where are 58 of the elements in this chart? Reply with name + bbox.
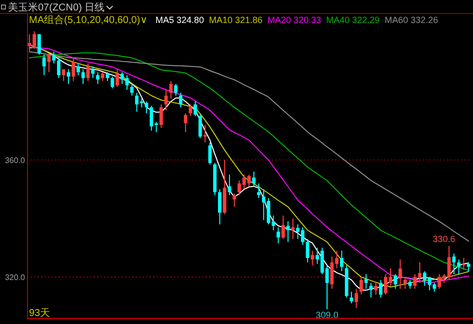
annotation: 330.6 (432, 234, 456, 244)
candlestick (252, 171, 256, 187)
candlestick (184, 112, 188, 133)
chart-title: 美玉米07(ZCN0) 日线 (8, 2, 105, 14)
candlestick (276, 226, 280, 244)
candlestick (144, 100, 148, 114)
candlestick (306, 238, 310, 263)
candlestick (257, 182, 260, 199)
candlestick (350, 291, 354, 304)
candlestick (178, 92, 182, 108)
candlestick (457, 258, 461, 275)
candlestick (42, 54, 46, 76)
text: MA10 321.86 (209, 15, 263, 25)
candlestick (360, 276, 363, 296)
candlestick (130, 83, 134, 96)
candlestick (188, 104, 192, 117)
candlestick (394, 274, 398, 290)
candlestick (340, 250, 344, 272)
candlestick (72, 57, 76, 82)
candlestick (47, 52, 51, 73)
candlestick (354, 288, 358, 308)
text: MA60 332.26 (384, 15, 438, 25)
candlestick (76, 62, 80, 76)
candlestick (452, 253, 456, 275)
candlestick (116, 68, 119, 88)
candlestick (164, 89, 168, 111)
annotation: 309.0 (316, 310, 338, 320)
candlestick (310, 250, 314, 266)
candlestick (281, 215, 285, 240)
candlestick (52, 51, 56, 64)
candlestick (91, 66, 95, 79)
candlestick (364, 274, 368, 290)
annotation: 93天 (29, 308, 50, 319)
candlestick (174, 83, 178, 96)
candlestick (403, 276, 407, 290)
candlestick (37, 34, 41, 56)
candlestick (198, 114, 202, 139)
annotation: MA组合(5,10,20,40,60,0)∨ (29, 14, 148, 26)
text: MA40 322.29 (326, 15, 380, 25)
candlestick (203, 124, 207, 143)
candlestick (194, 100, 198, 117)
text: MA5 324.80 (155, 15, 204, 25)
text: MA20 320.33 (268, 15, 322, 25)
y-tick-label: 320.0 (4, 272, 26, 282)
candlestick (159, 104, 163, 128)
candlestick (232, 193, 236, 208)
candlestick (81, 68, 85, 84)
candlestick (66, 68, 70, 84)
y-tick-label: 360.0 (4, 156, 26, 165)
candlestick (379, 279, 382, 298)
candlestick (374, 280, 378, 296)
candlestick (462, 258, 466, 270)
candlestick (218, 188, 222, 225)
candlestick (398, 258, 402, 290)
candlestick (96, 72, 100, 84)
candlestick (169, 80, 173, 100)
candlestick (57, 57, 60, 79)
candlestick (110, 76, 114, 89)
